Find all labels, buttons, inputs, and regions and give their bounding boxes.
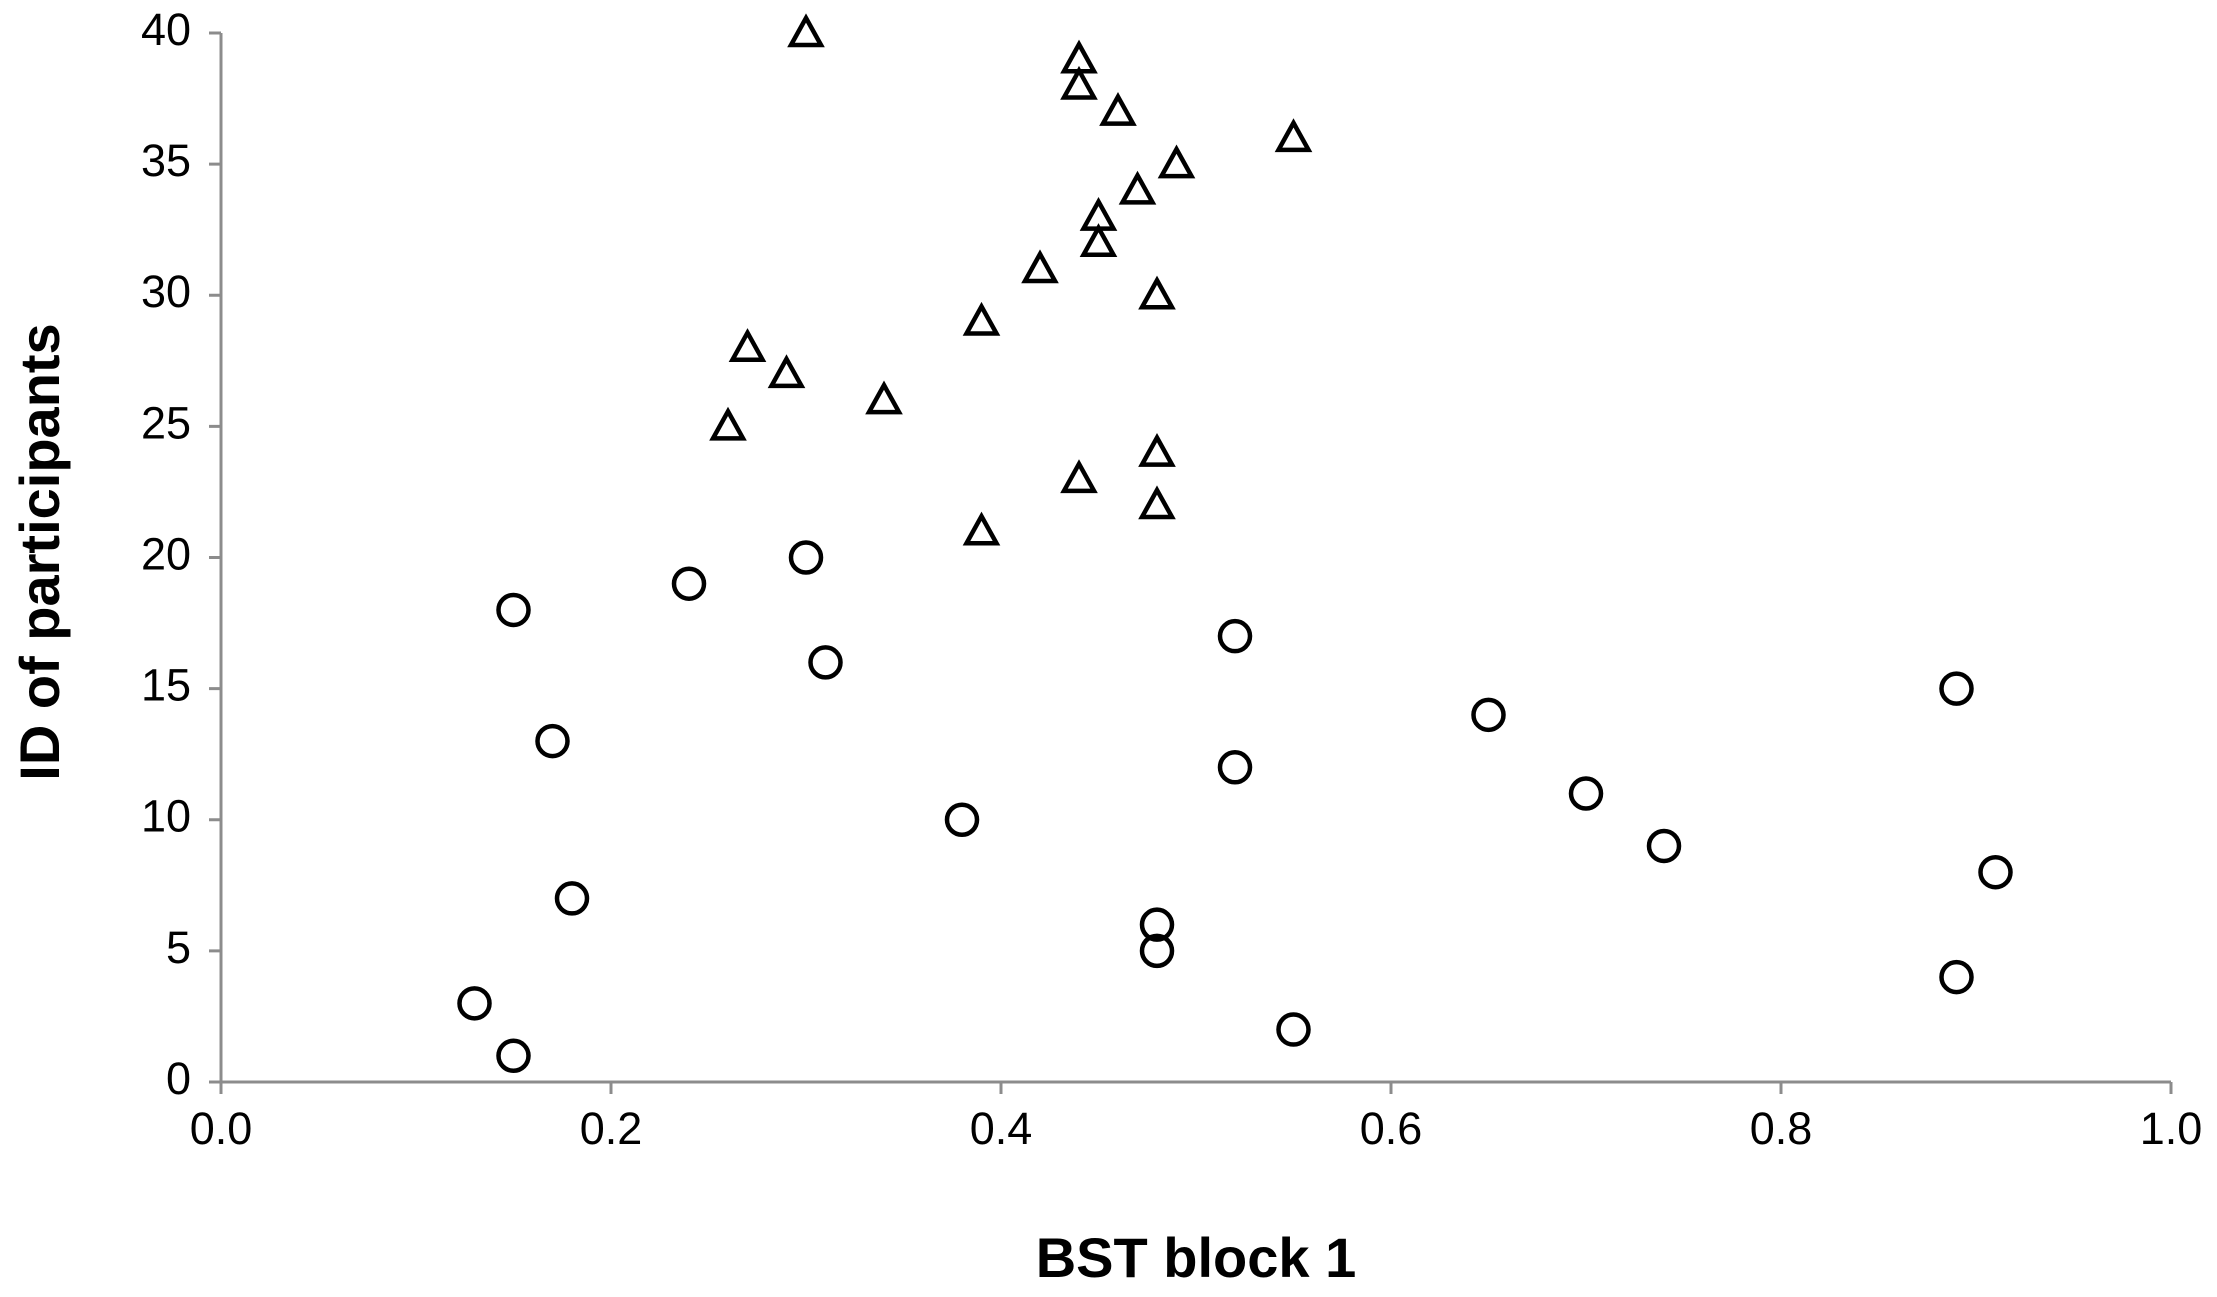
- circle-point: [671, 566, 707, 601]
- y-tick-label: 30: [141, 266, 191, 317]
- triangle-point: [728, 328, 767, 362]
- triangle-point: [1060, 459, 1098, 494]
- triangle-point: [1060, 65, 1098, 100]
- y-tick-label: 40: [141, 4, 191, 55]
- triangle-point: [787, 13, 825, 48]
- triangle-point: [1274, 118, 1313, 153]
- triangle-point: [1118, 170, 1157, 205]
- x-tick-label: 0.0: [190, 1103, 253, 1154]
- y-tick-label: 25: [141, 397, 191, 448]
- circle-point: [554, 881, 590, 916]
- triangle-point: [1079, 223, 1118, 258]
- triangle-point: [1079, 196, 1118, 231]
- x-axis-title: BST block 1: [1036, 1226, 1357, 1289]
- y-tick-label: 20: [141, 528, 191, 579]
- circle-point: [1217, 618, 1253, 654]
- triangle-point: [1138, 275, 1176, 310]
- y-tick-label: 35: [141, 135, 191, 186]
- y-tick-label: 5: [166, 922, 191, 973]
- circle-point: [1139, 933, 1175, 969]
- circle-point: [1646, 828, 1682, 864]
- circle-point: [1217, 750, 1253, 785]
- circle-point: [944, 802, 980, 837]
- triangle-point: [1138, 485, 1176, 520]
- triangle-point: [865, 380, 903, 415]
- circle-point: [1568, 776, 1604, 811]
- y-axis-title: ID of participants: [8, 323, 71, 780]
- y-tick-label: 15: [141, 660, 191, 711]
- circle-point: [1471, 697, 1506, 733]
- triangle-point: [962, 301, 1001, 336]
- circle-point: [1978, 854, 2013, 890]
- triangle-point: [962, 511, 1001, 546]
- circle-point: [496, 592, 531, 628]
- x-tick-label: 0.2: [580, 1103, 643, 1154]
- circle-point: [788, 540, 824, 575]
- x-tick-label: 0.6: [1360, 1103, 1423, 1154]
- circle-point: [457, 986, 492, 1021]
- x-tick-label: 1.0: [2140, 1103, 2203, 1154]
- triangle-point: [1099, 92, 1137, 126]
- triangle-point: [709, 406, 747, 441]
- x-tick-label: 0.4: [970, 1103, 1033, 1154]
- x-tick-label: 0.8: [1750, 1103, 1813, 1154]
- triangle-point: [1060, 39, 1098, 74]
- circle-point: [535, 723, 570, 759]
- triangle-point: [1021, 249, 1059, 284]
- circle-point: [1276, 1012, 1311, 1047]
- circle-point: [1939, 959, 1974, 995]
- circle-point: [496, 1038, 531, 1074]
- y-tick-label: 0: [166, 1053, 191, 1104]
- triangle-point: [1157, 144, 1196, 179]
- triangle-point: [767, 354, 806, 389]
- circle-point: [1939, 671, 1974, 706]
- circle-point: [1139, 907, 1175, 942]
- circle-point: [808, 645, 843, 680]
- triangle-point: [1138, 432, 1176, 467]
- y-tick-label: 10: [141, 791, 191, 842]
